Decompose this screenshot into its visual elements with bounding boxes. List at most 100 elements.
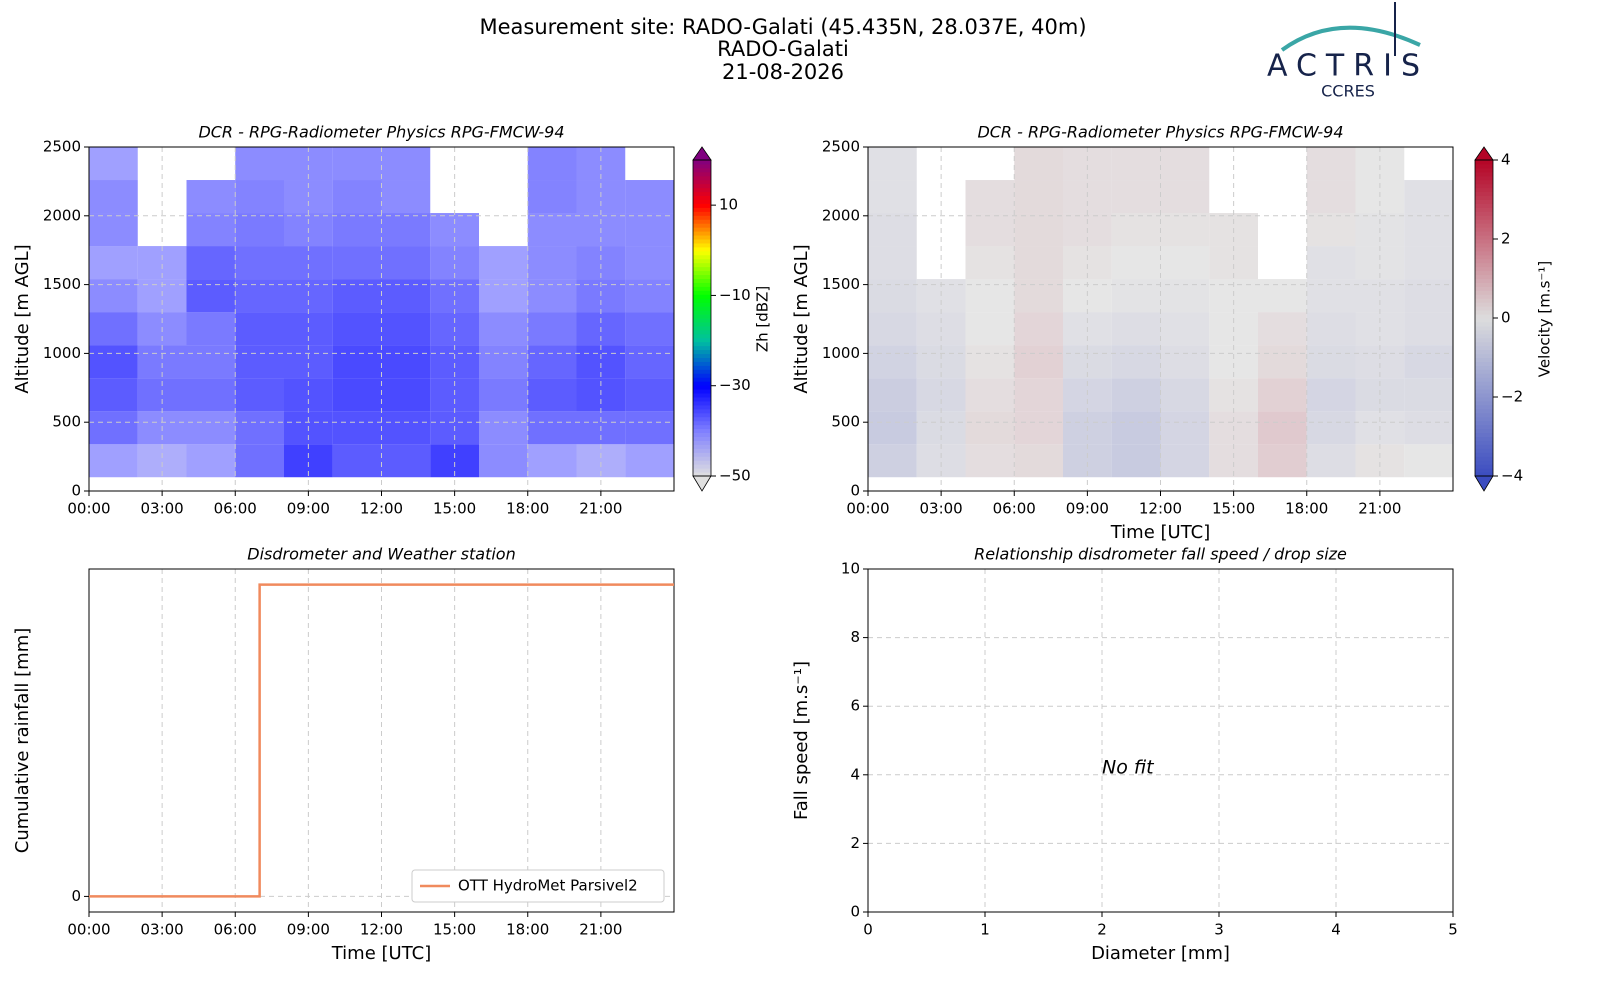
heatmap-cell xyxy=(1306,345,1356,379)
heatmap-cell xyxy=(89,411,138,445)
colorbar-extend xyxy=(692,146,712,161)
heatmap-cell xyxy=(965,180,1015,214)
colorbar-slice xyxy=(1475,183,1493,189)
heatmap-cell xyxy=(1404,444,1453,478)
y-tick-label: 4 xyxy=(850,765,860,783)
heatmap-cell xyxy=(1306,279,1356,313)
colorbar-slice xyxy=(693,187,711,193)
heatmap-cell xyxy=(1160,378,1210,412)
colorbar-slice xyxy=(1475,393,1493,398)
heatmap-cell xyxy=(527,213,577,247)
heatmap-cell xyxy=(1404,378,1453,412)
colorbar-slice xyxy=(1475,448,1493,453)
heatmap-cell xyxy=(965,345,1015,379)
heatmap-cell xyxy=(1404,246,1453,280)
heatmap-cell xyxy=(1111,411,1161,445)
heatmap-cell xyxy=(1258,411,1307,445)
colorbar-slice xyxy=(1475,436,1493,441)
axes-frame xyxy=(88,568,675,913)
colorbar-slice xyxy=(693,211,711,216)
colorbar-slice xyxy=(1475,175,1493,181)
colorbar-slice xyxy=(1475,314,1493,319)
heatmap-cell xyxy=(1306,411,1356,445)
colorbar-slice xyxy=(693,440,711,445)
colorbar-slice xyxy=(693,290,711,295)
colorbar-slice xyxy=(1475,404,1493,410)
y-tick-label: 2000 xyxy=(43,206,81,224)
heatmap-cell xyxy=(186,180,236,214)
heatmap-cell xyxy=(1014,345,1063,379)
axes-frame xyxy=(867,568,1454,913)
heatmap-cell xyxy=(1306,213,1356,247)
heatmap-cell xyxy=(381,411,431,445)
colorbar-slice xyxy=(1475,353,1493,358)
heatmap-cell xyxy=(235,279,284,313)
heatmap-cell xyxy=(527,444,577,478)
colorbar-slice xyxy=(693,456,711,461)
plot-area xyxy=(868,569,1453,912)
heatmap-cell xyxy=(186,279,236,313)
colorbar-slice xyxy=(1475,389,1493,394)
colorbar-slice xyxy=(693,321,711,327)
heatmap-cell xyxy=(1306,180,1356,214)
colorbar-slice xyxy=(693,369,711,374)
colorbar-slice xyxy=(693,472,711,477)
heatmap-cell xyxy=(1160,345,1210,379)
heatmap-cell xyxy=(332,378,382,412)
heatmap-cell xyxy=(1111,345,1161,379)
heatmap-cell xyxy=(89,213,138,247)
x-tick-label: 09:00 xyxy=(287,500,330,518)
colorbar-slice xyxy=(1475,278,1493,283)
heatmap-cell xyxy=(1014,213,1063,247)
colorbar-slice xyxy=(693,302,711,307)
colorbar-slice xyxy=(693,377,711,382)
colorbar-slice xyxy=(693,345,711,351)
colorbar-slice xyxy=(1475,211,1493,216)
x-tick-label: 03:00 xyxy=(141,500,184,518)
x-tick-label: 3 xyxy=(1214,921,1224,939)
x-tick-label: 09:00 xyxy=(1066,500,1109,518)
colorbar-slice xyxy=(1475,349,1493,355)
colorbar-slice xyxy=(693,448,711,453)
heatmap-cell xyxy=(1258,312,1307,346)
colorbar-slice xyxy=(693,239,711,244)
colorbar-slice xyxy=(693,266,711,272)
heatmap-cell xyxy=(332,279,382,313)
legend-box xyxy=(411,869,665,903)
colorbar-slice xyxy=(1475,412,1493,418)
heatmap-cell xyxy=(1160,246,1210,280)
heatmap-cell xyxy=(625,378,674,412)
heatmap-cell xyxy=(381,345,431,379)
colorbar-extend xyxy=(1474,475,1494,492)
heatmap-cell xyxy=(1111,378,1161,412)
colorbar-slice xyxy=(1475,302,1493,307)
colorbar-tick-label: 2 xyxy=(1501,230,1511,248)
heatmap-cell xyxy=(89,378,138,412)
x-tick-label: 4 xyxy=(1331,921,1341,939)
colorbar-slice xyxy=(1475,246,1493,252)
heatmap-cell xyxy=(1160,411,1210,445)
heatmap-cell xyxy=(332,345,382,379)
y-tick-label: 10 xyxy=(841,560,860,578)
colorbar-slice xyxy=(1475,250,1493,256)
heatmap-cell xyxy=(1404,279,1453,313)
chart-title: DCR - RPG-Radiometer Physics RPG-FMCW-94 xyxy=(977,123,1343,142)
colorbar-slice xyxy=(693,373,711,378)
colorbar-slice xyxy=(693,242,711,248)
colorbar-slice xyxy=(693,341,711,347)
y-tick-label: 1000 xyxy=(43,344,81,362)
heatmap-cell xyxy=(625,345,674,379)
heatmap-cell xyxy=(479,411,528,445)
heatmap-cell xyxy=(1258,444,1307,478)
colorbar-extend xyxy=(1474,146,1494,161)
x-tick-label: 12:00 xyxy=(360,921,403,939)
colorbar-slice xyxy=(693,278,711,283)
heatmap-cell xyxy=(1160,147,1210,181)
colorbar-slice xyxy=(1475,361,1493,366)
x-tick-label: 18:00 xyxy=(1285,500,1328,518)
y-tick-label: 8 xyxy=(850,628,860,646)
heatmap-cell xyxy=(965,213,1015,247)
colorbar-slice xyxy=(693,444,711,449)
heatmap-cell xyxy=(381,147,431,181)
